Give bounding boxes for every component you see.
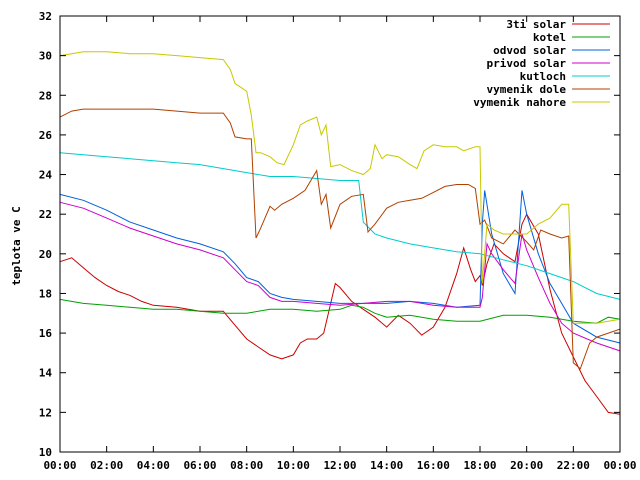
- y-tick-label: 20: [39, 248, 52, 261]
- x-tick-label: 18:00: [463, 459, 496, 472]
- x-tick-label: 02:00: [90, 459, 123, 472]
- series-line-4: [59, 201, 621, 352]
- y-tick-label: 24: [39, 169, 53, 182]
- y-axis-label: teplota ve C: [10, 206, 23, 285]
- x-tick-label: 16:00: [417, 459, 450, 472]
- legend-label: kutloch: [520, 70, 566, 83]
- x-tick-label: 00:00: [43, 459, 76, 472]
- legend-label: vymenik nahore: [473, 96, 566, 109]
- x-tick-label: 22:00: [557, 459, 590, 472]
- y-tick-label: 22: [39, 208, 52, 221]
- x-tick-label: 14:00: [370, 459, 403, 472]
- x-tick-label: 00:00: [603, 459, 636, 472]
- series-layer: [59, 51, 621, 415]
- legend-label: privod solar: [487, 57, 567, 70]
- y-tick-label: 18: [39, 287, 52, 300]
- y-tick-label: 16: [39, 327, 53, 340]
- series-line-3: [59, 190, 621, 344]
- y-tick-label: 14: [39, 367, 53, 380]
- legend-label: kotel: [533, 31, 566, 44]
- y-tick-label: 26: [39, 129, 53, 142]
- series-line-5: [59, 152, 621, 300]
- x-tick-label: 20:00: [510, 459, 543, 472]
- y-tick-label: 32: [39, 10, 52, 23]
- legend-label: 3ti solar: [506, 18, 566, 31]
- tick-layer: 10 12 14 16 18 20 22 24 26 28 30 32 00:00 02:00 04:00 0…: [39, 10, 637, 472]
- legend-label: vymenik dole: [487, 83, 567, 96]
- series-line-2: [59, 298, 621, 324]
- y-tick-label: 12: [39, 406, 52, 419]
- series-line-7: [59, 51, 621, 324]
- y-tick-label: 28: [39, 89, 52, 102]
- legend-label: odvod solar: [493, 44, 566, 57]
- x-tick-label: 04:00: [137, 459, 170, 472]
- x-tick-label: 08:00: [230, 459, 263, 472]
- series-line-6: [59, 108, 621, 370]
- series-line-1: [59, 213, 621, 415]
- y-tick-label: 30: [39, 50, 52, 63]
- x-tick-label: 06:00: [183, 459, 216, 472]
- y-tick-label: 10: [39, 446, 52, 459]
- x-tick-label: 12:00: [323, 459, 356, 472]
- x-tick-label: 10:00: [277, 459, 310, 472]
